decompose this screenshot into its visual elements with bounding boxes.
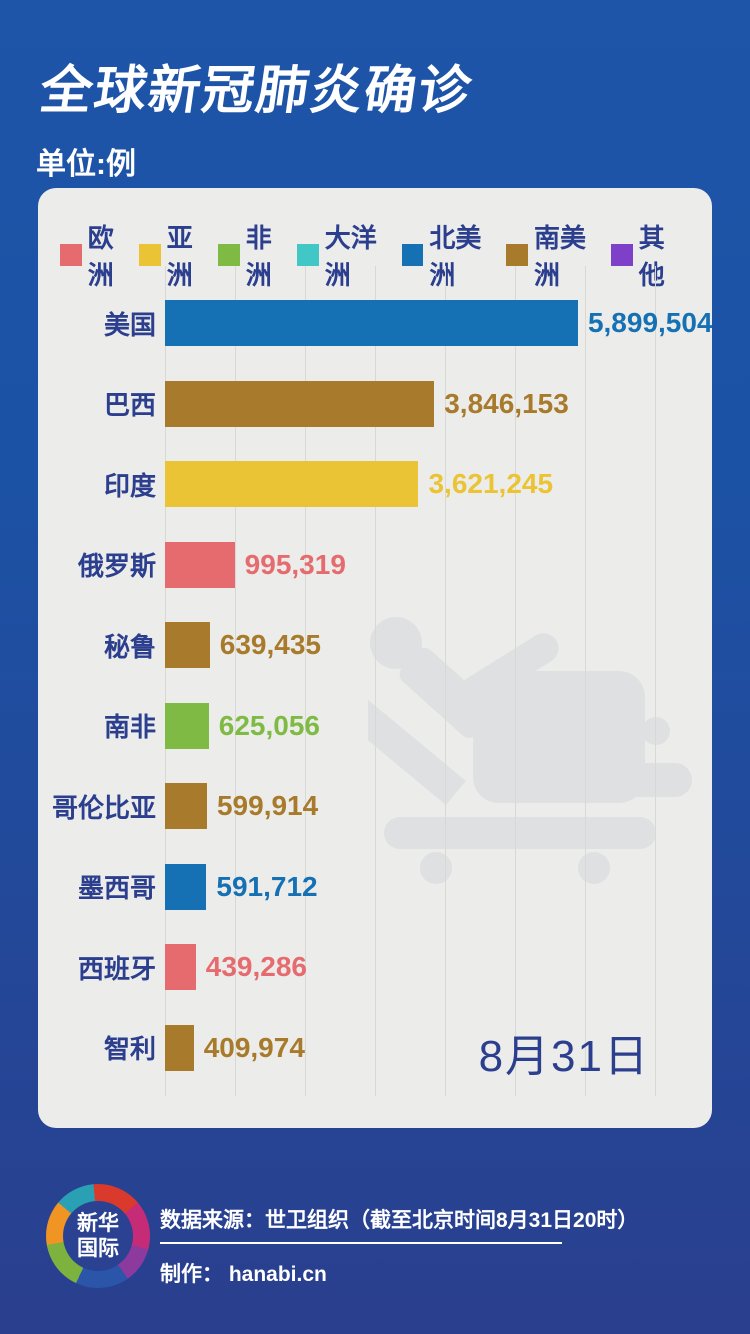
country-label: 哥伦比亚	[51, 792, 156, 823]
bar	[165, 300, 578, 347]
legend-item: 亚洲	[139, 218, 218, 292]
bar	[165, 541, 235, 588]
bar-row: 秘鲁 639,435	[38, 605, 712, 686]
legend-item: 大洋洲	[297, 218, 402, 292]
value-label: 439,286	[205, 951, 307, 983]
bar	[165, 944, 196, 991]
country-label: 墨西哥	[77, 873, 156, 904]
legend-item-label: 欧洲	[87, 223, 114, 290]
footer: 新华 国际 数据来源：世卫组织（截至北京时间8月31日20时） 制作： hana…	[0, 1180, 750, 1300]
bar	[165, 380, 435, 427]
bar-area: 409,974	[165, 1024, 712, 1071]
bar-area: 639,435	[165, 622, 712, 669]
legend-item: 其他	[611, 218, 690, 292]
bar-row: 西班牙 439,286	[38, 927, 712, 1008]
legend-swatch	[401, 244, 424, 266]
bar	[165, 461, 419, 508]
country-label: 美国	[103, 309, 156, 340]
legend-item: 北美洲	[401, 218, 507, 292]
page-title: 全球新冠肺炎确诊	[36, 62, 477, 120]
xinhua-international-ring-logo: 新华 国际	[46, 1184, 150, 1288]
value-label: 995,319	[244, 548, 346, 580]
credit-text: 制作： hanabi.cn	[160, 1263, 327, 1286]
country-label: 西班牙	[77, 953, 156, 984]
country-label: 印度	[103, 470, 156, 501]
legend-item-label: 南美洲	[534, 223, 587, 290]
legend-item-label: 北美洲	[429, 223, 482, 290]
bar	[165, 783, 207, 830]
data-source-text: 数据来源：世卫组织（截至北京时间8月31日20时）	[160, 1209, 639, 1232]
value-label: 591,712	[216, 870, 318, 902]
value-label: 599,914	[216, 790, 319, 822]
bar-area: 439,286	[165, 944, 712, 991]
legend-swatch	[297, 244, 319, 266]
bar-row: 美国 5,899,504	[38, 283, 712, 364]
legend-swatch	[611, 244, 633, 266]
legend-swatch	[506, 244, 529, 266]
footer-divider	[160, 1242, 562, 1244]
legend-swatch	[60, 244, 82, 266]
chart-plot: 美国 5,899,504 巴西 3,846,153 印度 3,621,245 俄罗斯 995,…	[38, 266, 712, 1096]
logo-inner-circle: 新华 国际	[63, 1201, 133, 1271]
legend-swatch	[139, 244, 161, 266]
bar-rows: 美国 5,899,504 巴西 3,846,153 印度 3,621,245 俄罗斯 995,…	[38, 283, 712, 1088]
country-label: 巴西	[103, 390, 156, 421]
bar-area: 625,056	[165, 702, 712, 749]
value-label: 3,846,153	[444, 387, 569, 419]
bar-row: 南非 625,056	[38, 686, 712, 767]
legend-item-label: 亚洲	[166, 223, 193, 290]
gridline	[445, 266, 446, 1096]
patient-on-stretcher-icon	[368, 617, 692, 884]
legend-item-label: 其他	[638, 223, 665, 290]
chart-card: 欧洲 亚洲 非洲 大洋洲 北美洲 南美洲 其他 美国 5,899,504 巴西 3,846,153…	[38, 188, 712, 1128]
legend-item-label: 非洲	[245, 223, 272, 290]
value-label: 3,621,245	[428, 468, 554, 500]
value-label: 409,974	[203, 1031, 305, 1063]
bar-area: 591,712	[165, 863, 712, 910]
bar	[165, 863, 207, 910]
gridline	[165, 266, 166, 1096]
bar	[165, 1024, 194, 1071]
bar-area: 3,846,153	[165, 380, 712, 427]
gridline	[585, 266, 586, 1096]
bar-row: 印度 3,621,245	[38, 444, 712, 525]
legend-item-label: 大洋洲	[324, 223, 377, 290]
country-label: 俄罗斯	[77, 551, 156, 582]
bar-area: 995,319	[165, 541, 712, 588]
country-label: 秘鲁	[103, 631, 156, 662]
bar-row: 俄罗斯 995,319	[38, 525, 712, 606]
legend-swatch	[218, 244, 240, 266]
date-annotation: 8月31日	[478, 1032, 650, 1081]
bar-row: 哥伦比亚 599,914	[38, 766, 712, 847]
bar-area: 3,621,245	[165, 461, 712, 508]
gridline	[655, 266, 656, 1096]
bar-row: 巴西 3,846,153	[38, 364, 712, 445]
header: 全球新冠肺炎确诊 单位:例	[36, 48, 477, 183]
logo-text-line2: 国际	[77, 1237, 119, 1260]
legend-item: 非洲	[218, 218, 297, 292]
legend: 欧洲 亚洲 非洲 大洋洲 北美洲 南美洲 其他	[38, 188, 712, 292]
legend-item: 南美洲	[506, 218, 611, 292]
legend-item: 欧洲	[60, 218, 139, 292]
value-label: 639,435	[219, 629, 321, 661]
country-label: 智利	[103, 1034, 156, 1065]
bar-row: 墨西哥 591,712	[38, 847, 712, 928]
bar	[165, 702, 209, 749]
value-label: 625,056	[218, 709, 320, 741]
logo-text-line1: 新华	[77, 1212, 119, 1235]
gridline	[515, 266, 516, 1096]
bar-area: 599,914	[165, 783, 712, 830]
unit-label: 单位:例	[36, 148, 136, 181]
gridline	[305, 266, 306, 1096]
bar-area: 5,899,504	[165, 300, 712, 347]
gridline	[235, 266, 236, 1096]
gridline	[375, 266, 376, 1096]
bar	[165, 622, 210, 669]
country-label: 南非	[103, 712, 156, 743]
bar-row: 智利 409,974	[38, 1008, 712, 1089]
value-label: 5,899,504	[587, 307, 712, 339]
